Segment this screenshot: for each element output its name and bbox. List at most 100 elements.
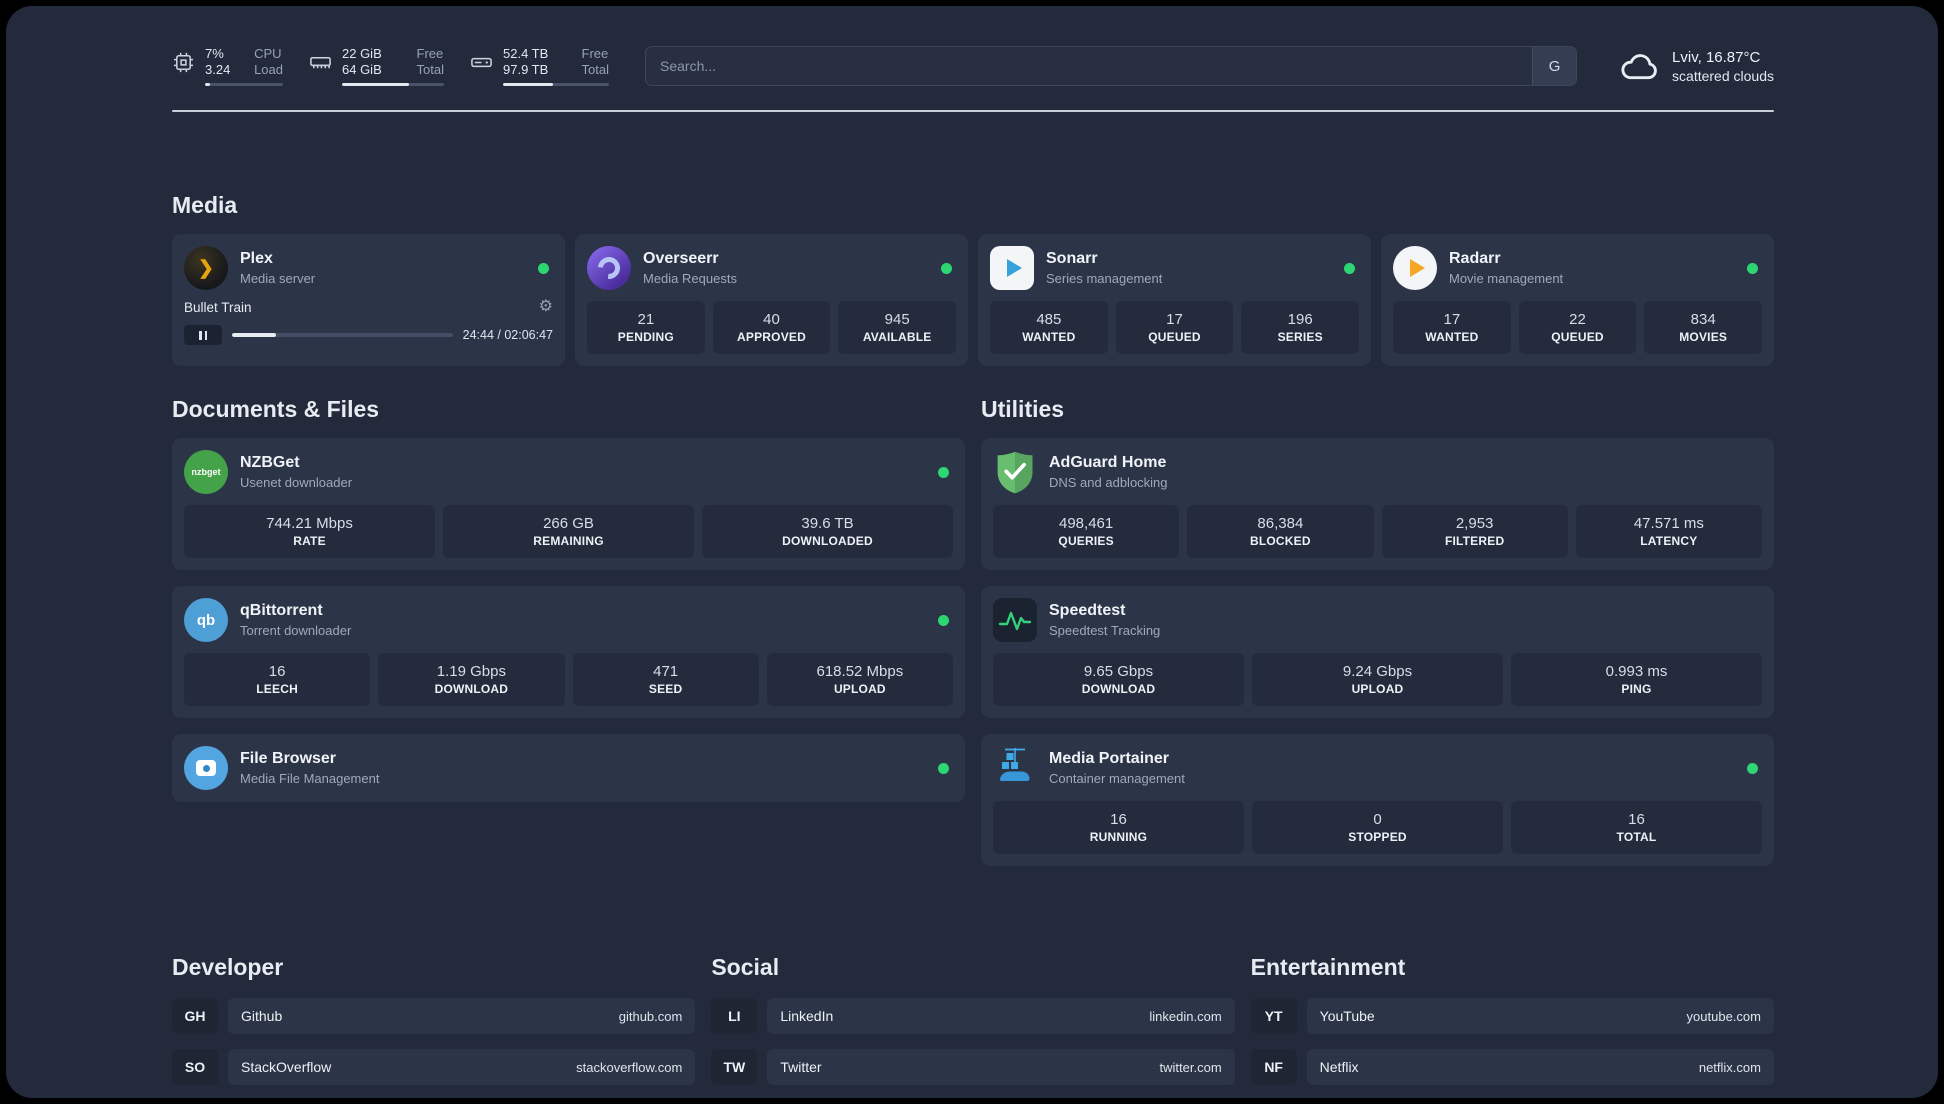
app-card-overseerr[interactable]: Overseerr Media Requests 21 PENDING 40 APP… [575,234,968,366]
bookmark-stackoverflow[interactable]: SO StackOverflow stackoverflow.com [172,1049,696,1085]
bookmark-github[interactable]: GH Github github.com [172,998,696,1034]
app-name: Plex [240,250,273,267]
app-card-speedtest[interactable]: Speedtest Speedtest Tracking 9.65 Gbps DO… [981,586,1774,718]
status-dot-online [1747,262,1758,274]
ram-icon [310,56,331,69]
speedtest-icon [993,598,1037,642]
app-name: Radarr [1449,250,1501,267]
app-card-sonarr[interactable]: Sonarr Series management 485 WANTED 17 QUE… [978,234,1371,366]
now-playing-title: Bullet Train [184,299,252,315]
bookmark-name: Netflix [1319,1059,1359,1075]
bookmark-name: LinkedIn [780,1008,834,1024]
status-dot-online [1747,762,1758,774]
section-title-documents: Documents & Files [172,396,380,422]
app-name: Speedtest [1049,602,1126,619]
section-title-utilities: Utilities [981,396,1065,422]
status-dot-online [1344,262,1355,274]
stat-filtered: 2,953 FILTERED [1381,505,1568,558]
weather-condition: scattered clouds [1672,67,1774,84]
utilities-column: Utilities AdGuard Home DNS and adblockin… [981,396,1774,882]
cpu-percent: 7% [205,46,224,61]
bookmark-linkedin[interactable]: LI LinkedIn linkedin.com [711,998,1235,1034]
section-title-social: Social [711,954,780,980]
stat-available: 945 AVAILABLE [838,301,957,354]
app-subtitle: Series management [1046,271,1163,286]
app-card-nzbget[interactable]: nzbget NZBGet Usenet downloader 744.21 M… [172,438,965,570]
media-grid: ❯ Plex Media server Bullet Train ⚙ [172,234,1774,366]
app-subtitle: Movie management [1449,271,1564,286]
playback-progress-bar[interactable] [232,333,453,337]
dashboard: 7% 3.24 CPU Load [6,6,1938,1098]
cpu-monitor: 7% 3.24 CPU Load [172,46,283,86]
app-subtitle: Media server [240,271,316,286]
app-name: AdGuard Home [1049,454,1167,471]
app-card-radarr[interactable]: Radarr Movie management 17 WANTED 22 QUEUE… [1381,234,1774,366]
bookmark-youtube[interactable]: YT YouTube youtube.com [1250,998,1774,1034]
gear-icon[interactable]: ⚙ [538,298,553,315]
disk-icon [471,57,492,68]
search-engine-button[interactable]: G [1532,47,1577,85]
stat-upload: 9.24 Gbps UPLOAD [1252,653,1503,706]
bookmark-name: YouTube [1319,1008,1375,1024]
app-subtitle: Container management [1049,771,1185,786]
pause-icon [199,330,202,340]
weather-widget[interactable]: Lviv, 16.87°C scattered clouds [1617,48,1774,85]
search-input[interactable] [646,47,1533,85]
bookmark-name: Twitter [780,1059,822,1075]
app-name: File Browser [240,750,337,767]
bookmark-name: Github [241,1008,283,1024]
app-subtitle: Torrent downloader [240,623,352,638]
bookmark-twitter[interactable]: TW Twitter twitter.com [711,1049,1235,1085]
stat-downloaded: 39.6 TB DOWNLOADED [702,505,953,558]
sonarr-icon [990,246,1034,290]
stat-approved: 40 APPROVED [712,301,831,354]
app-card-qbittorrent[interactable]: qb qBittorrent Torrent downloader 16 LEEC… [172,586,965,718]
status-dot-online [538,262,549,274]
app-name: Media Portainer [1049,750,1170,767]
stat-pending: 21 PENDING [587,301,705,354]
stat-latency: 47.571 ms LATENCY [1575,505,1762,558]
app-card-adguard[interactable]: AdGuard Home DNS and adblocking 498,461 Q… [981,438,1774,570]
disk-total-value: 97.9 TB [503,62,549,77]
weather-location: Lviv, 16.87°C [1672,48,1761,66]
stat-rate: 744.21 Mbps RATE [184,505,435,558]
header-divider [172,110,1774,112]
bookmark-abbr: GH [172,998,218,1034]
disk-monitor: 52.4 TB 97.9 TB Free Total [470,46,609,86]
app-name: NZBGet [240,454,300,471]
nzbget-icon: nzbget [184,450,228,494]
plex-icon: ❯ [184,246,228,290]
bookmark-url: youtube.com [1686,1008,1761,1024]
bookmark-url: linkedin.com [1149,1008,1222,1024]
stat-blocked: 86,384 BLOCKED [1187,505,1374,558]
stat-queued: 17 QUEUED [1115,301,1234,354]
stat-series: 196 SERIES [1241,301,1360,354]
stat-seed: 471 SEED [572,653,759,706]
cpu-label: CPU [254,46,282,61]
ram-total-value: 64 GiB [342,62,382,77]
search-bar: G [645,46,1578,86]
portainer-icon [1000,748,1030,781]
filebrowser-icon [184,746,228,790]
bookmark-netflix[interactable]: NF Netflix netflix.com [1250,1049,1774,1085]
bookmark-name: StackOverflow [241,1059,332,1075]
system-monitors: 7% 3.24 CPU Load [172,46,609,86]
disk-free-label: Free [581,46,609,61]
stat-stopped: 0 STOPPED [1252,801,1503,854]
plex-chevron-glyph: ❯ [198,257,214,279]
cpu-icon [173,52,194,73]
bookmarks-social: Social LI LinkedIn linkedin.com TW Twitt… [711,954,1235,1098]
app-subtitle: Speedtest Tracking [1049,623,1161,638]
status-dot-online [938,614,949,626]
top-bar: 7% 3.24 CPU Load [172,46,1774,86]
stat-queries: 498,461 QUERIES [993,505,1180,558]
app-card-filebrowser[interactable]: File Browser Media File Management [172,734,965,802]
status-dot-online [941,262,952,274]
stat-download: 1.19 Gbps DOWNLOAD [378,653,565,706]
app-card-portainer[interactable]: Media Portainer Container management 16 R… [981,734,1774,866]
app-card-plex[interactable]: ❯ Plex Media server Bullet Train ⚙ [172,234,565,366]
app-name: Sonarr [1046,250,1098,267]
cpu-load-label: Load [254,62,283,77]
pause-button[interactable] [184,325,222,345]
app-subtitle: Usenet downloader [240,475,353,490]
